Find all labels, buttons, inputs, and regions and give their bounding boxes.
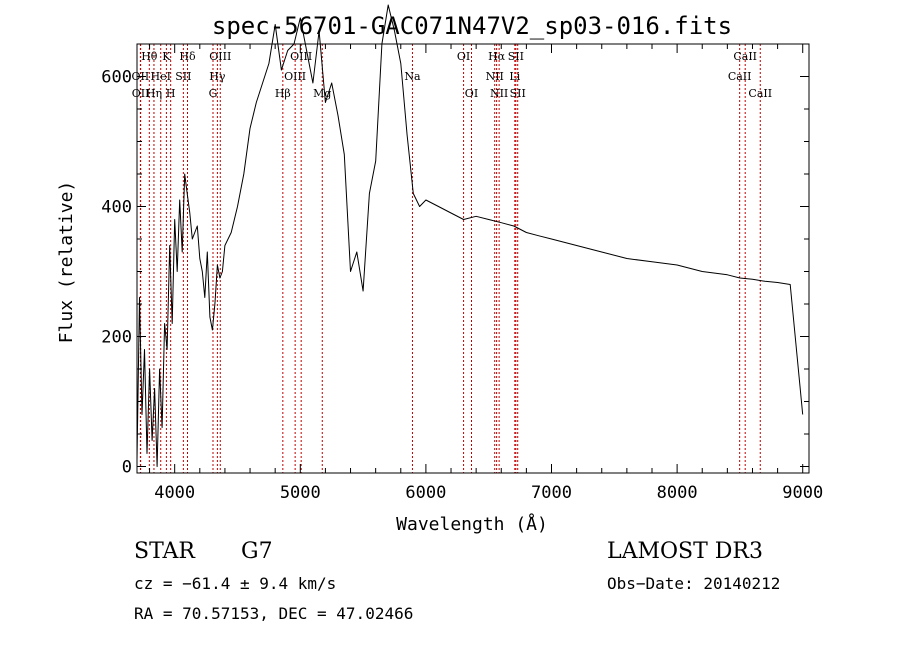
line-label-16: Li: [509, 70, 520, 83]
spectrum-line-0: [136, 4, 804, 467]
y-tick-label-0: 0: [122, 458, 132, 478]
line-label-12: Hγ: [209, 70, 226, 83]
line-label-3: OIII: [209, 50, 231, 63]
line-label-2: Hδ: [179, 50, 196, 63]
y-axis-label: Flux (relative): [56, 181, 77, 344]
object-subclass: G7: [241, 539, 273, 564]
x-tick-label-6000: 6000: [405, 483, 446, 503]
x-tick-label-8000: 8000: [657, 483, 698, 503]
observation-date: Obs−Date: 20140212: [607, 574, 781, 593]
x-tick-label-4000: 4000: [154, 483, 195, 503]
line-label-26: SII: [510, 87, 526, 100]
x-tick-label-7000: 7000: [531, 483, 572, 503]
chart-title: spec-56701-GAC071N47V2_sp03-016.fits: [212, 12, 732, 40]
y-tick-label-600: 600: [101, 68, 132, 88]
plot-frame: [136, 43, 810, 474]
survey-label: LAMOST DR3: [607, 539, 763, 564]
coordinates: RA = 70.57153, DEC = 47.02466: [134, 604, 414, 623]
x-axis-label: Wavelength (Å): [396, 513, 548, 535]
line-label-14: Na: [404, 70, 421, 83]
line-label-15: NII: [486, 70, 504, 83]
line-label-25: NII: [490, 87, 508, 100]
line-label-1: K: [162, 50, 171, 63]
line-label-17: CaII: [728, 70, 752, 83]
line-label-0: Hθ: [141, 50, 158, 63]
line-label-7: SII: [508, 50, 524, 63]
line-label-20: H: [166, 87, 176, 100]
x-tick-label-5000: 5000: [280, 483, 321, 503]
object-class: STAR: [134, 539, 195, 564]
line-label-8: CaII: [733, 50, 757, 63]
redshift-cz: cz = −61.4 ± 9.4 km/s: [134, 574, 337, 593]
line-label-11: SII: [175, 70, 191, 83]
x-tick-label-9000: 9000: [782, 483, 823, 503]
y-tick-label-200: 200: [101, 328, 132, 348]
line-label-10: HeI: [151, 70, 171, 83]
line-label-6: Hα: [488, 50, 506, 63]
line-label-27: CaII: [748, 87, 772, 100]
line-label-18: OII: [132, 87, 150, 100]
line-label-13: OIII: [284, 70, 306, 83]
line-label-22: Hβ: [275, 87, 291, 100]
line-label-21: G: [209, 87, 218, 100]
line-label-5: OI: [457, 50, 470, 63]
y-tick-label-400: 400: [101, 198, 132, 218]
line-label-24: OI: [465, 87, 478, 100]
line-label-19: Hη: [146, 87, 162, 100]
